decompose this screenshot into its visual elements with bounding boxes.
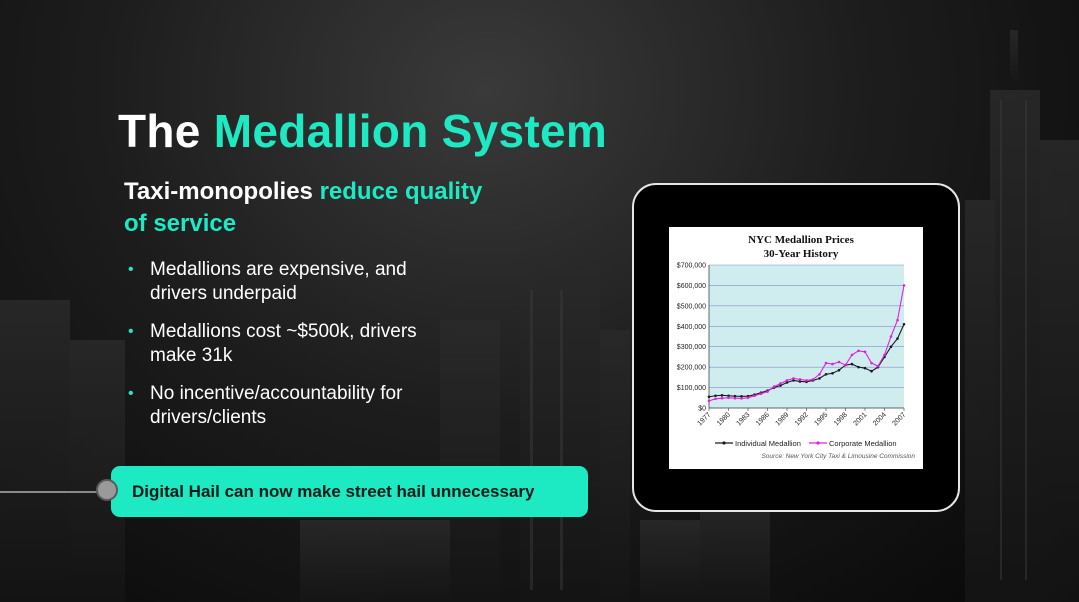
data-point — [714, 397, 717, 401]
data-point — [740, 397, 743, 400]
data-point — [779, 382, 782, 385]
data-point — [798, 380, 802, 383]
chart-legend: Individual Medallion Corporate Medallion — [715, 439, 897, 448]
data-point — [818, 372, 821, 376]
data-point — [837, 360, 841, 364]
data-point — [720, 396, 724, 400]
data-point — [727, 394, 730, 398]
title-accent: Medallion System — [213, 105, 608, 157]
data-point — [805, 379, 808, 382]
y-tick-label: $700,000 — [677, 263, 706, 270]
legend-individual: Individual Medallion — [735, 439, 801, 448]
subtitle-accent: reduce quality of service — [124, 178, 483, 237]
data-point — [889, 345, 893, 349]
data-point — [733, 396, 737, 400]
y-tick-label: $0 — [698, 406, 706, 413]
legend-corporate: Corporate Medallion — [829, 439, 897, 448]
data-point — [896, 337, 899, 340]
connector-line — [0, 491, 106, 493]
data-point — [831, 362, 834, 366]
bullet-dot-icon: • — [128, 385, 134, 402]
data-point — [902, 284, 906, 287]
data-point — [759, 392, 763, 395]
callout-box: Digital Hail can now make street hail un… — [111, 466, 588, 517]
data-point — [883, 353, 886, 357]
data-point — [857, 349, 860, 353]
data-point — [870, 369, 873, 373]
data-point — [714, 394, 717, 398]
subtitle-part1: Taxi-monopolies — [124, 178, 313, 205]
y-tick-label: $200,000 — [677, 365, 706, 372]
y-tick-label: $100,000 — [677, 385, 706, 392]
data-point — [902, 322, 906, 326]
data-point — [727, 396, 730, 400]
bullet-list: • Medallions are expensive, and drivers u… — [128, 258, 458, 444]
data-point — [850, 353, 854, 357]
data-point — [707, 399, 711, 403]
legend-marker-corporate — [816, 441, 820, 445]
series-lines — [707, 284, 906, 403]
data-point — [850, 362, 854, 366]
data-point — [863, 350, 867, 354]
data-point — [779, 384, 782, 387]
data-point — [707, 395, 711, 399]
data-point — [870, 361, 873, 365]
data-point — [857, 365, 860, 369]
data-point — [753, 394, 756, 398]
data-point — [798, 378, 802, 381]
y-tick-label: $300,000 — [677, 344, 706, 351]
data-point — [831, 371, 834, 375]
data-point — [792, 379, 795, 382]
data-point — [896, 318, 899, 322]
bullet-item: • Medallions are expensive, and drivers u… — [128, 258, 458, 306]
legend-marker-individual — [722, 441, 726, 445]
chart-subtitle: 30-Year History — [764, 248, 839, 260]
title-part1: The — [118, 105, 201, 157]
data-point — [876, 364, 880, 368]
plot-area — [709, 265, 904, 408]
bullet-text: No incentive/accountability for drivers/… — [150, 383, 403, 428]
data-point — [740, 395, 743, 398]
y-tick-label: $600,000 — [677, 283, 706, 290]
y-tick-label: $400,000 — [677, 324, 706, 331]
bullet-item: • No incentive/accountability for drivers… — [128, 382, 458, 430]
bullet-dot-icon: • — [128, 323, 134, 340]
data-point — [824, 372, 828, 376]
data-point — [792, 377, 795, 380]
data-point — [811, 378, 815, 381]
chart-title: NYC Medallion Prices — [748, 234, 854, 246]
bullet-text: Medallions cost ~$500k, drivers make 31k — [150, 321, 417, 366]
data-point — [766, 390, 769, 393]
data-point — [746, 396, 750, 400]
data-point — [844, 363, 847, 367]
data-point — [772, 385, 776, 388]
data-point — [889, 335, 893, 338]
data-point — [863, 366, 867, 370]
bullet-text: Medallions are expensive, and drivers un… — [150, 259, 407, 304]
y-axis-ticks: $0 $100,000 $200,000 $300,000 $400,000 $500,0… — [677, 263, 706, 413]
data-point — [824, 361, 828, 365]
bullet-dot-icon: • — [128, 261, 134, 278]
chart-source: Source: New York City Taxi & Limousine C… — [761, 453, 915, 460]
data-point — [785, 381, 789, 384]
y-tick-label: $500,000 — [677, 303, 706, 310]
page-title: The Medallion System — [118, 104, 607, 158]
medallion-price-chart: $0 $100,000 $200,000 $300,000 $400,000 $500,0… — [669, 227, 923, 469]
data-point — [785, 379, 789, 382]
data-point — [818, 377, 821, 380]
connector-node-icon — [96, 479, 118, 501]
data-point — [733, 394, 737, 398]
data-point — [720, 394, 724, 397]
subtitle: Taxi-monopolies reduce quality of servic… — [124, 176, 484, 240]
data-point — [837, 368, 841, 372]
bullet-item: • Medallions cost ~$500k, drivers make 31… — [128, 320, 458, 368]
callout-text: Digital Hail can now make street hail un… — [132, 481, 535, 501]
